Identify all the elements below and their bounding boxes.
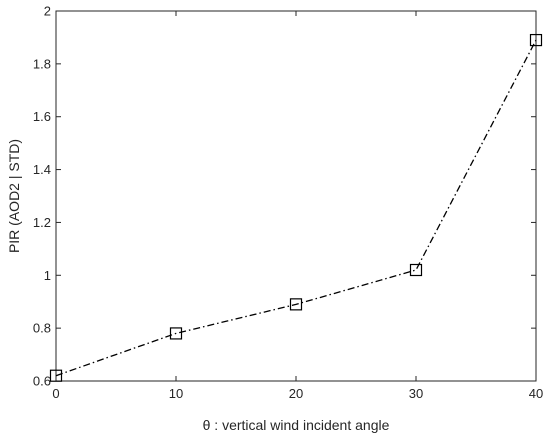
x-tick-label: 10 [169, 386, 183, 401]
series-line [55, 39, 537, 377]
data-point-marker [529, 33, 543, 47]
data-point-marker [169, 327, 183, 340]
y-tick-label: 1.8 [33, 56, 51, 71]
y-axis-label: PIR (AOD2 | STD) [6, 139, 22, 253]
y-tick-label: 1 [44, 268, 51, 283]
y-tick-label: 0.8 [33, 321, 51, 336]
y-tick-label: 1.4 [33, 162, 51, 177]
y-tick-label: 1.2 [33, 215, 51, 230]
x-tick-label: 20 [289, 386, 303, 401]
series-group [49, 33, 543, 382]
plot-area [55, 10, 537, 382]
x-axis-label: θ : vertical wind incident angle [203, 417, 390, 433]
y-tick-label: 2 [44, 4, 51, 19]
data-point-marker [49, 369, 63, 382]
x-tick-label: 40 [529, 386, 543, 401]
data-point-marker [289, 298, 303, 311]
axis-ticks: 0 10 20 30 40 0.6 0.8 1 1.2 1.4 1.6 1.8 2 [33, 4, 543, 402]
y-tick-label: 0.6 [33, 374, 51, 389]
y-tick-label: 1.6 [33, 109, 51, 124]
data-point-marker [409, 263, 423, 277]
x-tick-label: 30 [409, 386, 423, 401]
x-tick-label: 0 [52, 386, 59, 401]
